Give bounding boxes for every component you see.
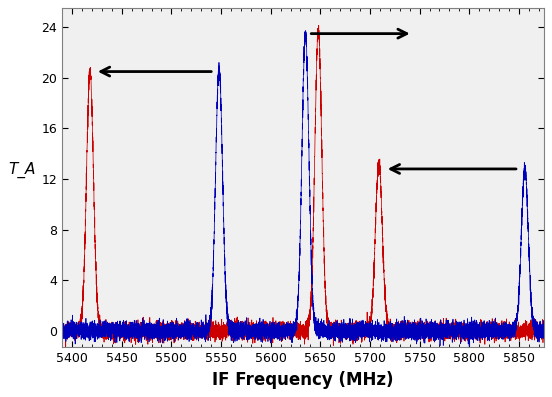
Y-axis label: T_A: T_A bbox=[8, 162, 36, 178]
X-axis label: IF Frequency (MHz): IF Frequency (MHz) bbox=[212, 371, 394, 389]
